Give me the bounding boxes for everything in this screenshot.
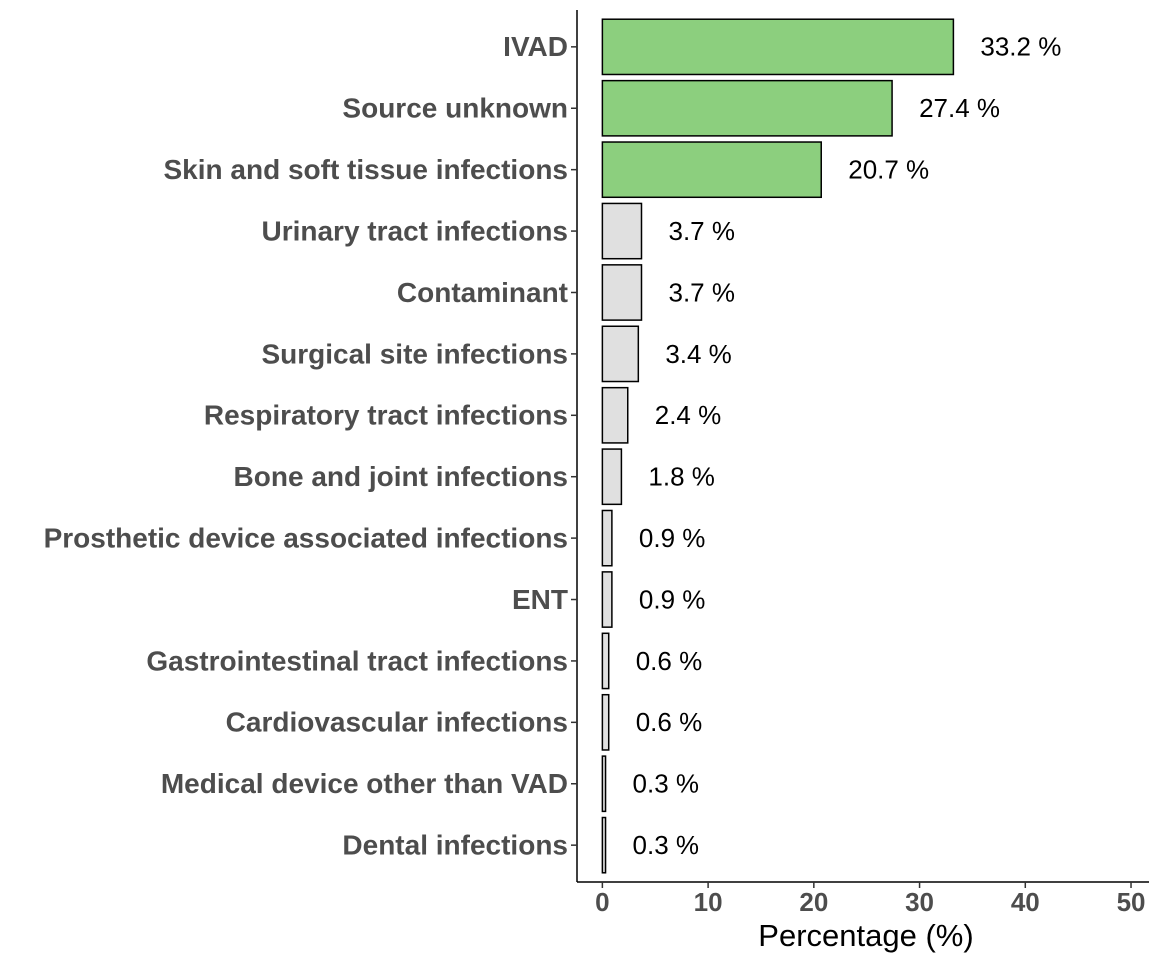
x-tick-label: 10 — [694, 887, 723, 917]
y-tick-label: Source unknown — [342, 93, 568, 124]
y-tick-label: ENT — [512, 584, 568, 615]
y-tick-label: Bone and joint infections — [234, 461, 568, 492]
x-tick-label: 0 — [595, 887, 609, 917]
bar — [601, 79, 893, 137]
bar — [601, 693, 610, 751]
bar — [601, 202, 643, 260]
x-tick-label: 20 — [799, 887, 828, 917]
value-label: 27.4 % — [919, 93, 1000, 123]
bar — [601, 755, 607, 813]
y-tick-label: Urinary tract infections — [261, 215, 568, 246]
y-tick-label: Cardiovascular infections — [226, 707, 568, 738]
y-tick-label: Skin and soft tissue infections — [163, 154, 568, 185]
value-label: 0.3 % — [633, 830, 700, 860]
value-label: 3.7 % — [668, 277, 735, 307]
value-label: 1.8 % — [648, 462, 715, 492]
value-label: 2.4 % — [655, 400, 722, 430]
bar — [601, 571, 613, 628]
value-label: 3.4 % — [665, 339, 732, 369]
x-axis-title: Percentage (%) — [758, 918, 973, 953]
value-label: 3.7 % — [668, 216, 735, 246]
y-tick-label: Gastrointestinal tract infections — [146, 645, 568, 676]
value-label: 0.6 % — [636, 707, 703, 737]
bar — [601, 816, 607, 874]
x-tick-label: 50 — [1117, 887, 1146, 917]
bar — [601, 264, 643, 321]
bar — [601, 448, 623, 506]
bar — [601, 386, 629, 444]
value-label: 33.2 % — [980, 32, 1061, 62]
value-label: 20.7 % — [848, 155, 929, 185]
y-tick-label: Medical device other than VAD — [161, 768, 568, 799]
bar — [601, 141, 822, 199]
x-tick-label: 30 — [905, 887, 934, 917]
y-tick-label: Surgical site infections — [261, 338, 568, 369]
x-tick-label: 40 — [1011, 887, 1040, 917]
bar — [601, 632, 610, 690]
bar — [601, 18, 955, 76]
value-label: 0.3 % — [633, 769, 700, 799]
value-label: 0.9 % — [639, 523, 706, 553]
bar — [601, 325, 640, 383]
value-label: 0.9 % — [639, 584, 706, 614]
y-tick-label: Dental infections — [342, 830, 568, 861]
value-label: 0.6 % — [636, 646, 703, 676]
bar — [601, 509, 613, 567]
y-tick-label: IVAD — [503, 31, 568, 62]
y-tick-label: Contaminant — [397, 277, 568, 308]
y-tick-label: Respiratory tract infections — [204, 400, 568, 431]
y-tick-label: Prosthetic device associated infections — [44, 523, 568, 554]
